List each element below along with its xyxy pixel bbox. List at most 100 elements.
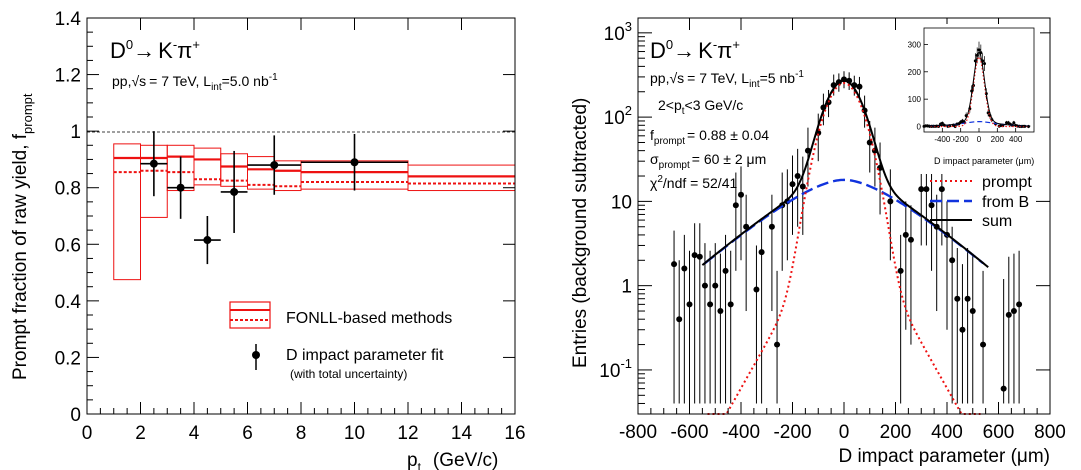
legend-fonll-label: FONLL-based methods (286, 310, 452, 327)
left-y-ticks: 0 0.2 0.4 0.6 0.8 1 1.2 1.4 (55, 9, 515, 426)
x-tick-label: 600 (983, 422, 1015, 443)
data-point (727, 301, 734, 308)
right-panel: -800 -600 -400 -200 0 200 400 600 800 10-1110102… (570, 17, 1066, 467)
from-b-curve (704, 178, 984, 265)
x-tick-label: -800 (619, 422, 657, 443)
data-point (768, 223, 775, 230)
fit-result-sigma: σprompt = 60 ± 2 μm (650, 151, 766, 171)
fit-point (350, 158, 359, 167)
data-point (722, 267, 729, 274)
data-point (753, 286, 760, 293)
inset-y-tick-label: 200 (908, 68, 922, 77)
inset-y-tick-label: 0 (917, 123, 922, 132)
left-x-ticks: 0 2 4 6 8 10 12 14 16 (82, 18, 526, 444)
left-panel: 0 2 4 6 8 10 12 14 16 0 0.2 0.4 0.6 0.8 1 1.2 1.4 Promp… (10, 9, 526, 470)
data-point (712, 282, 719, 289)
x-tick-label: 14 (451, 423, 473, 444)
data-point (923, 186, 930, 193)
inset-content: -400 -200 0 200 400 0 100 200 300 (908, 40, 1031, 144)
right-y-ticks: 10-1 1 10 102 103 (599, 19, 1050, 415)
x-tick-label: 6 (242, 423, 253, 444)
y-tick-label: 0 (70, 405, 81, 426)
data-point (949, 257, 956, 264)
data-point (789, 181, 796, 188)
y-tick-label: 10 (611, 192, 632, 213)
data-point (671, 261, 678, 268)
x-tick-label: 0 (839, 422, 850, 443)
x-tick-label: 2 (135, 423, 146, 444)
fit-point (203, 236, 212, 245)
fonll-band (407, 164, 516, 192)
inset-x-tick-label: -200 (953, 135, 970, 144)
data-point (676, 316, 683, 323)
left-legend: FONLL-based methods D impact parameter f… (229, 301, 452, 381)
inset-x-tick-label: -400 (934, 135, 951, 144)
data-point (707, 301, 714, 308)
data-point (1005, 311, 1012, 318)
inset-point (1012, 121, 1016, 125)
right-pt-range-label: 2<pt<3 GeV/c (658, 97, 743, 117)
fit-curves (701, 79, 989, 415)
data-point (902, 231, 909, 238)
y-tick-label: 102 (604, 103, 632, 129)
x-tick-label: 400 (931, 422, 963, 443)
right-conditions-label: pp,√s = 7 TeV, Lint=5 nb-1 (650, 69, 804, 90)
data-point (866, 139, 873, 146)
data-point (701, 282, 708, 289)
y-tick-label: 0.8 (55, 179, 81, 200)
data-point (938, 186, 945, 193)
y-tick-label: 0.4 (55, 292, 82, 313)
x-tick-label: 0 (82, 423, 93, 444)
data-point (774, 341, 781, 348)
legend-fromb-label: from B (982, 194, 1029, 211)
data-point (964, 295, 971, 302)
legend-fonll-swatch (229, 301, 271, 329)
y-tick-label: 0.6 (55, 235, 81, 256)
legend-sum-label: sum (982, 213, 1012, 230)
fit-point (176, 183, 185, 192)
inset-x-tick-label: 0 (977, 135, 982, 144)
data-point (980, 341, 987, 348)
fonll-band (113, 143, 141, 281)
inset-x-tick-label: 400 (1009, 135, 1023, 144)
inset-point (977, 48, 981, 52)
right-y-axis-title: Entries (background subtracted) (570, 98, 591, 368)
y-tick-label: 1 (70, 122, 81, 143)
y-tick-label: 1.2 (55, 66, 81, 87)
x-tick-label: -200 (773, 422, 811, 443)
data-point (907, 236, 914, 243)
fonll-bands (113, 143, 516, 281)
x-tick-label: 200 (880, 422, 912, 443)
fit-points (140, 131, 408, 265)
y-tick-label: 1.4 (55, 9, 82, 30)
x-tick-label: 10 (344, 423, 365, 444)
legend-prompt-label: prompt (982, 174, 1032, 191)
data-point (794, 173, 801, 180)
x-tick-label: -600 (670, 422, 708, 443)
inset-point (983, 62, 986, 66)
left-x-axis-title: pt (GeV/c) (407, 450, 498, 470)
inset-x-axis-title: D impact parameter (μm) (934, 156, 1034, 166)
legend-fit-sublabel: (with total uncertainty) (290, 367, 407, 381)
x-tick-label: 800 (1034, 422, 1066, 443)
data-point (918, 186, 925, 193)
inset-y-tick-label: 300 (908, 40, 922, 49)
data-point (686, 301, 693, 308)
y-tick-label: 1 (621, 277, 632, 298)
inset-x-tick-label: 200 (991, 135, 1005, 144)
data-point (696, 253, 703, 260)
x-tick-label: 4 (189, 423, 200, 444)
inset-y-tick-label: 100 (908, 95, 922, 104)
fit-result-fprompt: fprompt = 0.88 ± 0.04 (650, 127, 769, 147)
data-point (1000, 385, 1007, 392)
y-tick-label: 103 (604, 19, 632, 45)
data-point (717, 308, 724, 315)
inset-point (940, 121, 944, 125)
data-point (887, 198, 894, 205)
left-y-axis-title: Prompt fraction of raw yield, fprompt (10, 93, 35, 380)
data-point (732, 202, 739, 209)
x-tick-label: 8 (296, 423, 307, 444)
fit-point (270, 161, 279, 170)
fit-point (149, 159, 158, 168)
